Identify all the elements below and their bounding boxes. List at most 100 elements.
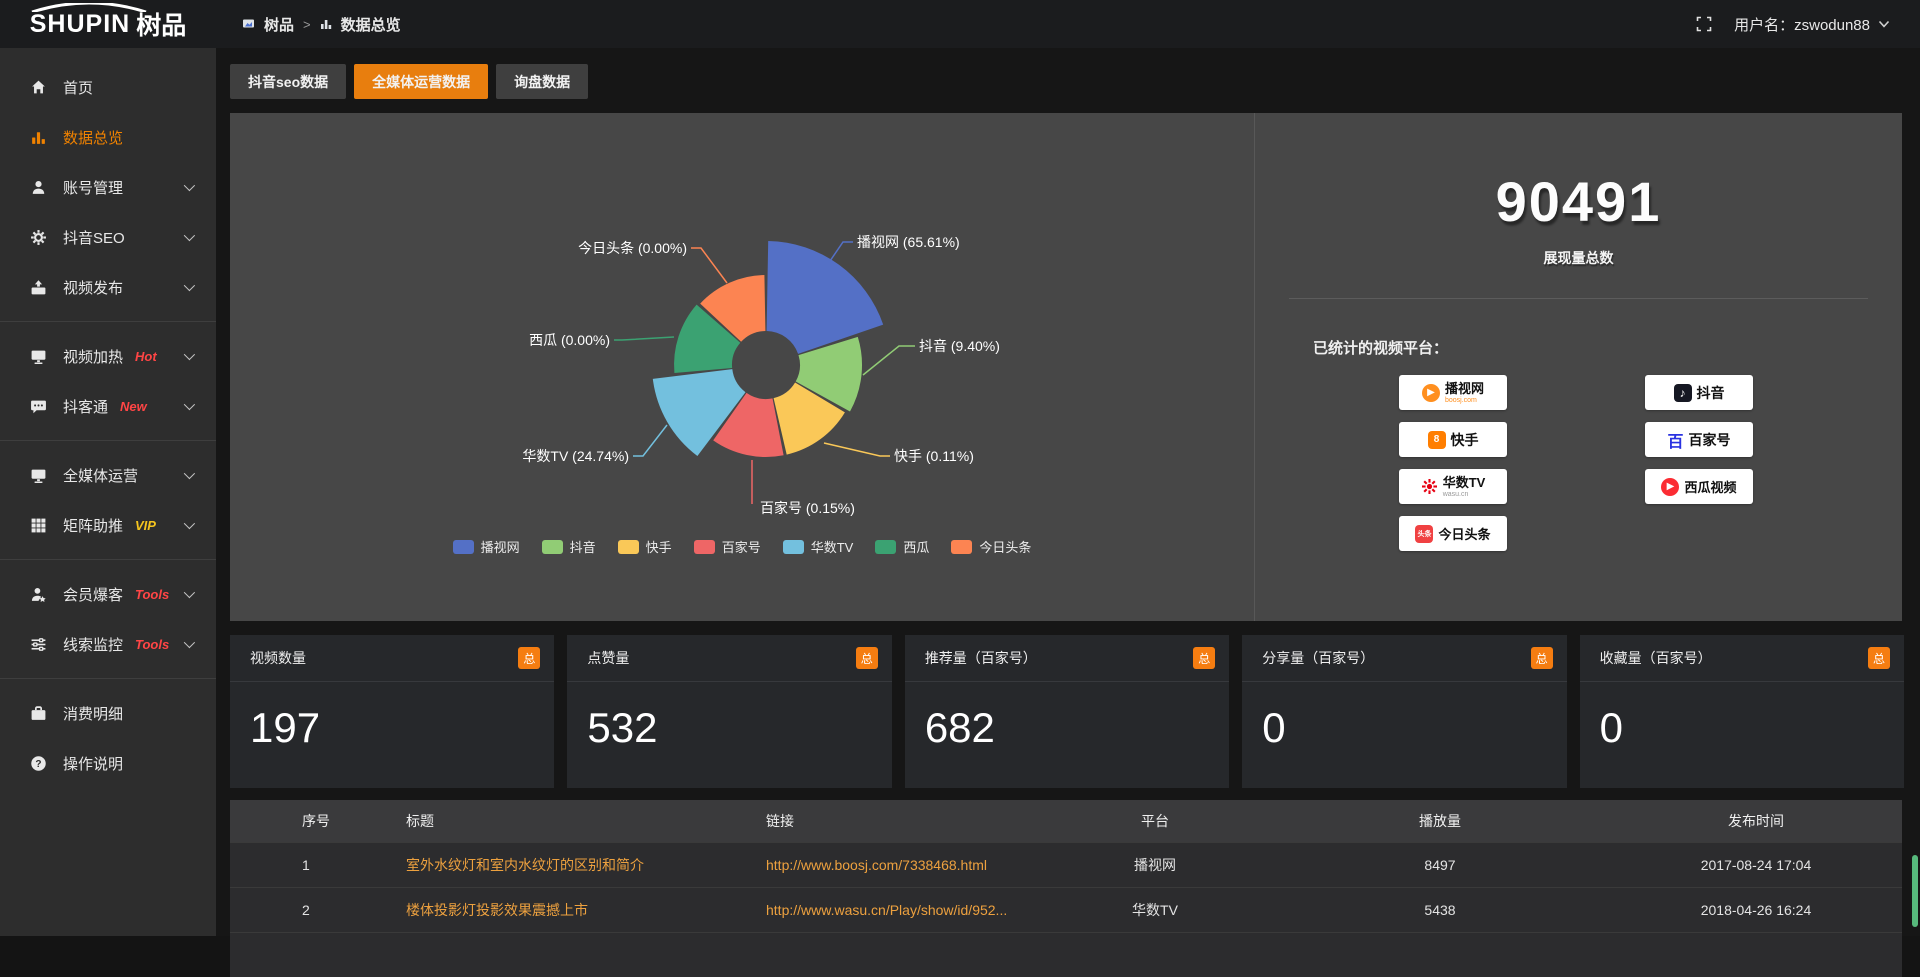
platform-name: 快手 [1450, 431, 1479, 448]
sidebar-item-user[interactable]: 账号管理 [0, 162, 216, 212]
sidebar-item-member[interactable]: 会员爆客 Tools [0, 569, 216, 619]
col-title: 标题 [406, 813, 434, 829]
legend-item-华数TV[interactable]: 华数TV [782, 537, 853, 556]
sidebar-item-badge: New [120, 398, 147, 414]
row-title-link[interactable]: 室外水纹灯和室内水纹灯的区别和简介 [406, 857, 644, 873]
app-logo[interactable]: SHUPIN 树品 [0, 0, 216, 48]
sidebar-item-grid[interactable]: 矩阵助推 VIP [0, 500, 216, 550]
row-url-link[interactable]: http://www.boosj.com/7338468.html [766, 857, 988, 873]
sidebar-item-badge: Hot [135, 348, 157, 364]
chevron-down-icon [1878, 20, 1890, 28]
stat-label: 点赞量 [587, 650, 630, 666]
total-badge[interactable]: 总 [1193, 647, 1216, 669]
total-badge[interactable]: 总 [1530, 647, 1553, 669]
label-line-华数TV [633, 424, 668, 457]
total-badge[interactable]: 总 [518, 647, 541, 669]
stat-card-4: 分享量（百家号） 总 0 [1242, 635, 1567, 788]
pie-label-百家号: 百家号 (0.15%) [760, 500, 855, 516]
platforms-title: 已统计的视频平台： [1313, 340, 1449, 357]
legend-label: 百家号 [721, 540, 761, 555]
legend-swatch [452, 539, 474, 554]
stat-card-header: 收藏量（百家号） 总 [1579, 635, 1905, 682]
toutiao-icon: 头条 [1415, 524, 1434, 543]
platform-name: 抖音 [1696, 384, 1725, 401]
platform-name: 百家号 [1688, 431, 1731, 448]
platform-badge-douyin: ♪ 抖音 [1645, 375, 1753, 410]
label-line-今日头条 [691, 247, 728, 284]
row-title-link[interactable]: 楼体投影灯投影效果震撼上市 [406, 902, 588, 918]
tab-1[interactable]: 抖音seo数据 [230, 64, 347, 99]
platform-badge-toutiao: 头条 今日头条 [1399, 516, 1507, 551]
stat-card-5: 收藏量（百家号） 总 0 [1579, 635, 1905, 788]
tab-2[interactable]: 全媒体运营数据 [354, 64, 489, 99]
total-badge[interactable]: 总 [855, 647, 878, 669]
sidebar-item-monitor[interactable]: 全媒体运营 [0, 450, 216, 500]
col-platform: 平台 [1141, 813, 1169, 829]
legend-label: 快手 [645, 540, 672, 555]
stat-value: 532 [587, 704, 658, 751]
col-views: 播放量 [1419, 813, 1461, 829]
legend-swatch [541, 539, 563, 554]
breadcrumb-home[interactable]: 树品 [264, 16, 295, 34]
breadcrumb-home-icon [243, 19, 254, 28]
grid-icon [30, 516, 48, 534]
scrollbar-thumb[interactable] [1912, 855, 1918, 927]
row-no: 1 [302, 857, 310, 873]
pie-slice-快手[interactable] [773, 382, 845, 455]
stat-label: 分享量（百家号） [1262, 650, 1375, 666]
sidebar-item-heat[interactable]: 视频加热 Hot [0, 331, 216, 381]
user-menu[interactable]: 用户名：zswodun88 [1734, 14, 1890, 35]
platform-badge-boosj: ▶ 播视网 boosj.com [1399, 375, 1507, 410]
summary-divider [1289, 298, 1868, 299]
sidebar-item-label: 线索监控 [63, 636, 124, 654]
row-platform: 播视网 [1134, 857, 1176, 873]
sidebar-item-question[interactable]: ? 操作说明 [0, 738, 216, 788]
monitor-icon [30, 466, 48, 484]
table-row-clipped [230, 932, 1902, 977]
legend-item-快手[interactable]: 快手 [617, 537, 672, 556]
legend-item-西瓜[interactable]: 西瓜 [875, 537, 929, 556]
legend-label: 西瓜 [903, 540, 930, 555]
summary-panel: 90491 展现量总数 已统计的视频平台： ▶ 播视网 boosj.com 8 快手 华数… [1254, 113, 1902, 621]
sidebar-item-wallet[interactable]: 消费明细 [0, 688, 216, 738]
chevron-down-icon [183, 467, 196, 480]
stat-card-header: 视频数量 总 [230, 635, 555, 682]
sidebar-item-video[interactable]: 视频发布 [0, 262, 216, 312]
logo-arc [31, 3, 147, 12]
legend-swatch [782, 539, 804, 554]
pie-slice-抖音[interactable] [795, 336, 863, 412]
stat-card-1: 视频数量 总 197 [230, 635, 555, 788]
row-platform: 华数TV [1132, 902, 1178, 918]
legend-item-播视网[interactable]: 播视网 [452, 537, 520, 556]
pie-slice-百家号[interactable] [713, 392, 784, 458]
breadcrumb-separator: > [303, 16, 311, 32]
baijiahao-icon: 百 [1667, 433, 1684, 451]
pie-slice-西瓜[interactable] [674, 304, 741, 373]
sidebar-item-label: 抖音SEO [63, 229, 125, 247]
pie-slice-今日头条[interactable] [700, 275, 766, 342]
breadcrumb-current: 数据总览 [340, 16, 401, 34]
sidebar-item-gear[interactable]: 抖音SEO [0, 212, 216, 262]
fullscreen-icon[interactable] [1696, 16, 1712, 32]
legend-item-百家号[interactable]: 百家号 [693, 537, 761, 556]
row-views: 5438 [1424, 902, 1456, 918]
legend-item-今日头条[interactable]: 今日头条 [951, 537, 1031, 556]
sidebar-item-chat[interactable]: 抖客通 New [0, 381, 216, 431]
pie-slice-播视网[interactable] [766, 241, 884, 354]
row-url-link[interactable]: http://www.wasu.cn/Play/show/id/952... [766, 902, 1008, 918]
tab-3[interactable]: 询盘数据 [496, 64, 589, 99]
sidebar-item-sliders[interactable]: 线索监控 Tools [0, 619, 216, 669]
legend-swatch [875, 539, 897, 554]
videos-table: 序号 标题 链接 平台 播放量 发布时间 1 室外水纹灯和室内水纹灯的区别和简介 http://… [230, 800, 1902, 977]
stat-card-header: 点赞量 总 [567, 635, 892, 682]
total-badge[interactable]: 总 [1868, 647, 1891, 669]
chat-icon [30, 397, 48, 415]
pie-slice-华数TV[interactable] [652, 369, 746, 456]
stat-label: 收藏量（百家号） [1599, 650, 1712, 666]
sidebar-item-label: 首页 [63, 79, 94, 97]
legend-item-抖音[interactable]: 抖音 [541, 537, 596, 556]
sidebar-item-bar-chart[interactable]: 数据总览 [0, 112, 216, 162]
sidebar-divider [0, 559, 216, 560]
sidebar-item-home[interactable]: 首页 [0, 62, 216, 112]
kuaishou-icon: 8 [1427, 430, 1446, 449]
